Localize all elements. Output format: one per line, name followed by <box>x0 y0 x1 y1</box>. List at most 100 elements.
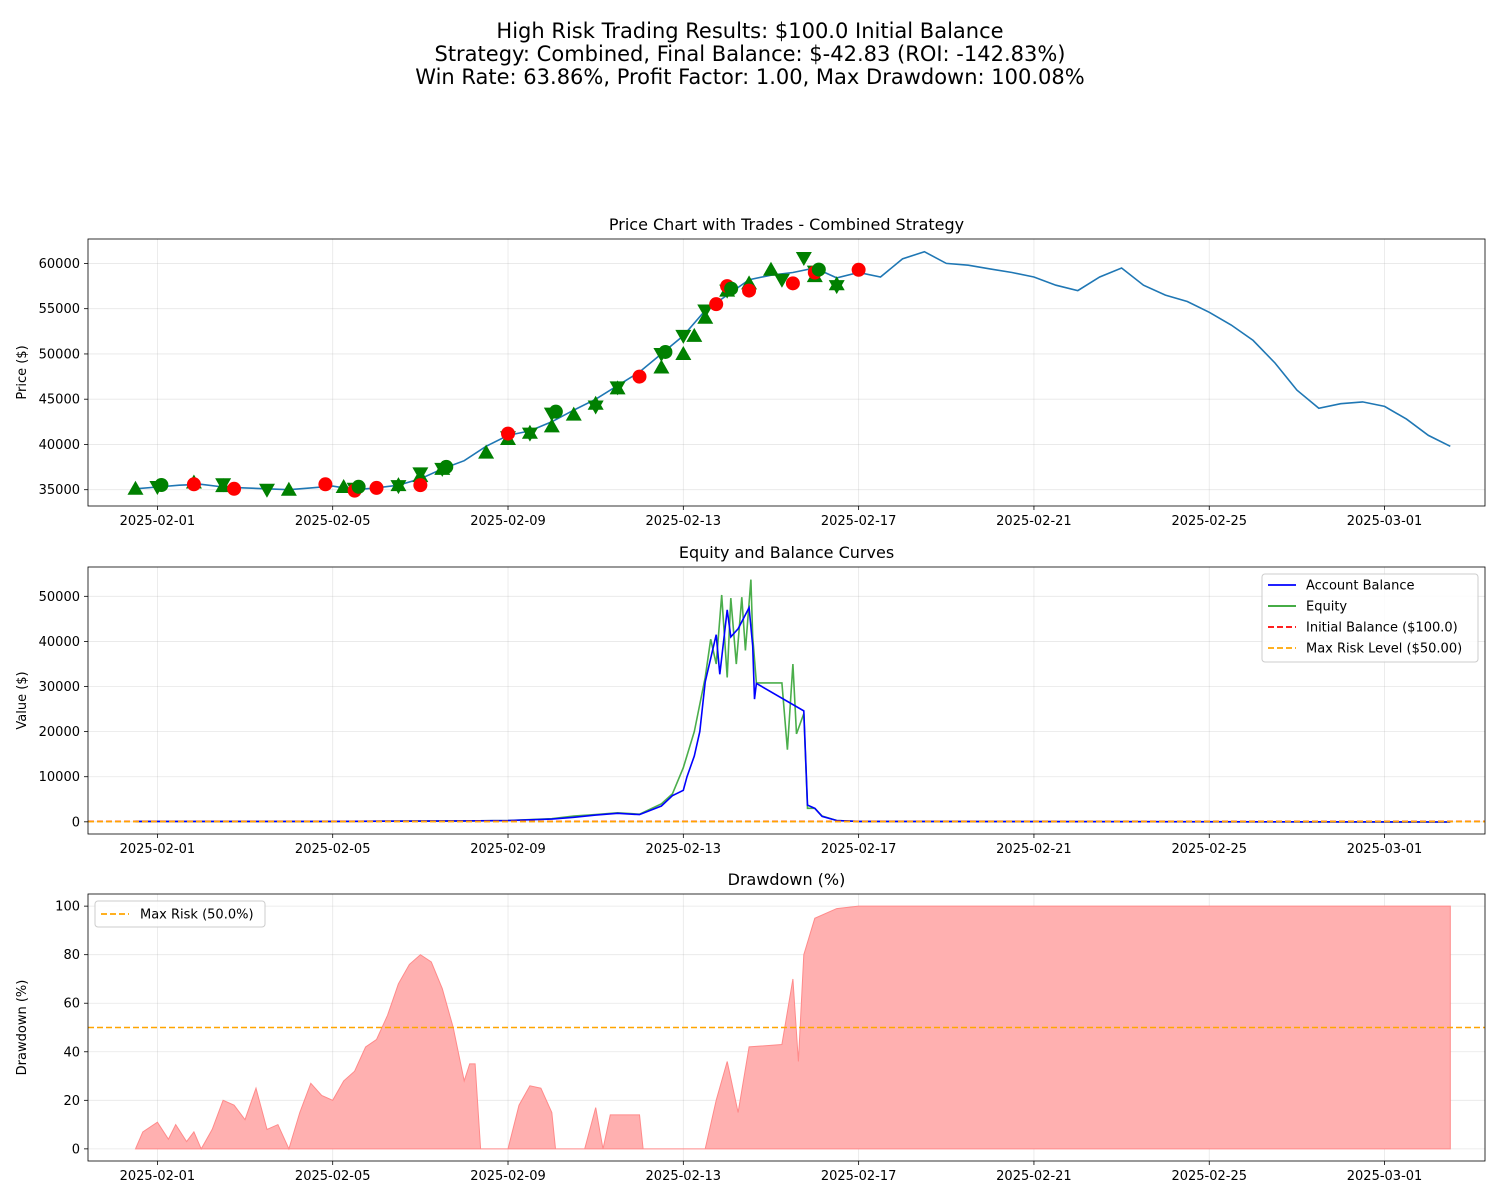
close-marker <box>154 477 169 492</box>
equity-y-tick-label: 30000 <box>39 680 80 695</box>
drawdown-plot-area <box>88 905 1485 1151</box>
price-y-tick-label: 40000 <box>39 438 80 453</box>
equity-plot-area <box>88 579 1485 823</box>
buy-marker <box>686 327 703 342</box>
exit-marker <box>773 273 790 288</box>
drawdown-title: Drawdown (%) <box>728 870 846 889</box>
buy-marker <box>280 481 297 496</box>
drawdown-x-tick-label: 2025-02-25 <box>1171 1169 1247 1184</box>
figure-title: High Risk Trading Results: $100.0 Initia… <box>0 20 1500 89</box>
exit-marker <box>521 427 538 442</box>
equity-chart-panel: 2025-02-01 2025-02-05 2025-02-09 2025-02-13… <box>15 543 1486 857</box>
equity-x-tick-label: 2025-02-05 <box>295 842 371 857</box>
sell-marker <box>227 481 242 496</box>
sell-marker <box>742 283 757 298</box>
drawdown-x-tick-label: 2025-02-09 <box>470 1169 546 1184</box>
sell-marker <box>501 426 516 441</box>
buy-marker <box>762 261 779 276</box>
legend-label: Initial Balance ($100.0) <box>1306 621 1458 636</box>
exit-marker <box>675 329 692 344</box>
equity-y-tick-label: 0 <box>72 815 80 830</box>
drawdown-legend: Max Risk (50.0%) <box>94 900 266 928</box>
figure-title-line-2: Strategy: Combined, Final Balance: $-42.… <box>434 42 1066 66</box>
buy-marker <box>127 480 144 495</box>
drawdown-y-tick-label: 60 <box>63 997 80 1012</box>
buy-marker <box>335 478 352 493</box>
figure-title-line-1: High Risk Trading Results: $100.0 Initia… <box>496 19 1004 43</box>
close-marker <box>811 262 826 277</box>
close-marker <box>439 459 454 474</box>
drawdown-x-tick-label: 2025-02-01 <box>120 1169 196 1184</box>
legend-label: Max Risk (50.0%) <box>140 908 254 923</box>
figure-title-line-3: Win Rate: 63.86%, Profit Factor: 1.00, M… <box>415 65 1085 89</box>
buy-marker <box>478 444 495 459</box>
sell-marker <box>851 262 866 277</box>
drawdown-y-tick-label: 40 <box>63 1045 80 1060</box>
price-plot-area <box>127 250 1451 498</box>
price-y-tick-label: 45000 <box>39 393 80 408</box>
close-marker <box>658 344 673 359</box>
drawdown-y-tick-label: 80 <box>63 948 80 963</box>
equity-x-tick-label: 2025-03-01 <box>1347 842 1423 857</box>
price-y-axis-label: Price ($) <box>15 345 30 399</box>
drawdown-y-tick-label: 20 <box>63 1094 80 1109</box>
legend-label: Account Balance <box>1306 579 1414 594</box>
sell-marker <box>369 480 384 495</box>
equity-x-tick-label: 2025-02-13 <box>646 842 722 857</box>
drawdown-x-tick-label: 2025-03-01 <box>1347 1169 1423 1184</box>
drawdown-y-tick-label: 100 <box>55 900 80 915</box>
equity-y-tick-label: 50000 <box>39 590 80 605</box>
sell-marker <box>318 477 333 492</box>
exit-marker <box>795 252 812 267</box>
exit-marker <box>697 304 714 319</box>
sell-marker <box>709 297 724 312</box>
drawdown-chart-panel: 2025-02-01 2025-02-05 2025-02-09 2025-02-13… <box>15 870 1486 1184</box>
buy-marker <box>565 406 582 421</box>
legend-label: Max Risk Level ($50.00) <box>1306 642 1462 657</box>
price-x-tick-label: 2025-02-25 <box>1171 514 1247 529</box>
sell-marker <box>632 369 647 384</box>
exit-marker <box>215 478 232 493</box>
price-y-tick-label: 55000 <box>39 302 80 317</box>
drawdown-y-tick-label: 0 <box>72 1142 80 1157</box>
equity-y-tick-label: 40000 <box>39 635 80 650</box>
exit-marker <box>609 381 626 396</box>
exit-marker <box>828 280 845 295</box>
exit-marker <box>258 483 275 498</box>
price-x-tick-label: 2025-02-01 <box>120 514 196 529</box>
price-y-tick-label: 60000 <box>39 257 80 272</box>
exit-marker <box>390 480 407 495</box>
price-chart-panel: 2025-02-01 2025-02-05 2025-02-09 2025-02-13… <box>15 215 1486 529</box>
drawdown-y-axis-label: Drawdown (%) <box>15 980 30 1076</box>
legend-box <box>1261 573 1479 663</box>
equity-y-tick-label: 10000 <box>39 770 80 785</box>
close-marker <box>548 404 563 419</box>
price-x-tick-label: 2025-02-05 <box>295 514 371 529</box>
equity-title: Equity and Balance Curves <box>679 543 894 562</box>
account-balance-line <box>135 604 1451 823</box>
price-x-tick-label: 2025-02-09 <box>470 514 546 529</box>
buy-marker <box>675 345 692 360</box>
price-x-tick-label: 2025-02-13 <box>646 514 722 529</box>
equity-x-tick-label: 2025-02-01 <box>120 842 196 857</box>
legend-label: Equity <box>1306 600 1347 615</box>
price-x-tick-label: 2025-02-17 <box>821 514 897 529</box>
price-frame <box>87 238 1486 507</box>
price-x-tick-label: 2025-02-21 <box>996 514 1072 529</box>
equity-x-tick-label: 2025-02-17 <box>821 842 897 857</box>
drawdown-x-tick-label: 2025-02-17 <box>821 1169 897 1184</box>
equity-x-tick-label: 2025-02-21 <box>996 842 1072 857</box>
drawdown-frame <box>87 893 1486 1162</box>
equity-y-axis-label: Value ($) <box>15 671 30 729</box>
close-marker <box>724 281 739 296</box>
sell-marker <box>413 478 428 493</box>
price-x-tick-label: 2025-03-01 <box>1347 514 1423 529</box>
legend-box <box>94 900 266 928</box>
exit-marker <box>587 400 604 415</box>
sell-marker <box>785 276 800 291</box>
buy-marker <box>543 418 560 433</box>
equity-x-tick-label: 2025-02-09 <box>470 842 546 857</box>
price-title: Price Chart with Trades - Combined Strat… <box>609 215 964 234</box>
equity-legend: Account Balance Equity Initial Balance ($1… <box>1261 573 1479 663</box>
